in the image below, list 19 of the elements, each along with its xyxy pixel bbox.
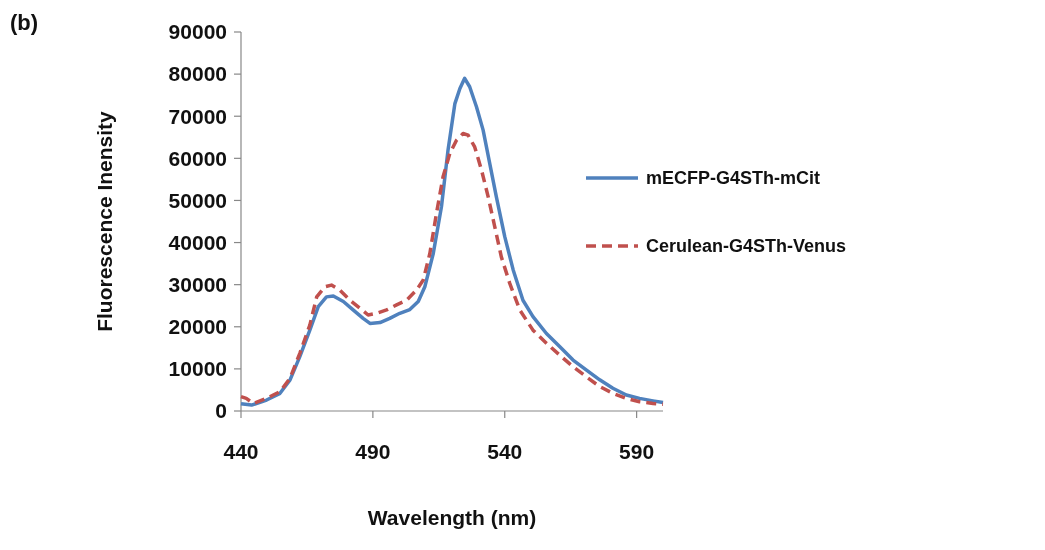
- x-tick-label: 440: [223, 440, 259, 463]
- x-axis-title: Wavelength (nm): [367, 506, 537, 529]
- y-tick-label: 90000: [168, 20, 227, 44]
- y-tick-label: 60000: [168, 146, 227, 170]
- x-tick-label: 540: [487, 440, 523, 463]
- y-tick-label: 20000: [168, 315, 227, 339]
- y-tick-label: 80000: [168, 62, 227, 86]
- x-tick-label: 490: [355, 440, 391, 463]
- y-tick-label: 40000: [168, 230, 227, 254]
- y-tick-label: 30000: [168, 273, 227, 297]
- y-tick-label: 70000: [168, 104, 227, 128]
- legend-label: Cerulean-G4STh-Venus: [646, 236, 847, 257]
- y-tick-label: 0: [215, 399, 227, 423]
- y-tick-label: 10000: [168, 357, 227, 381]
- legend-label: mECFP-G4STh-mCit: [646, 168, 821, 189]
- y-axis-title: Fluorescence Inensity: [93, 110, 116, 332]
- text: (b): [10, 10, 39, 35]
- y-tick-label: 50000: [168, 188, 227, 212]
- x-tick-label: 590: [619, 440, 655, 463]
